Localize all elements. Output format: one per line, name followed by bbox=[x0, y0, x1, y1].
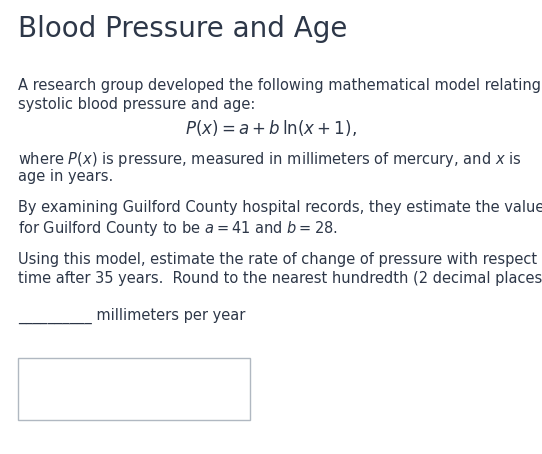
Text: By examining Guilford County hospital records, they estimate the values: By examining Guilford County hospital re… bbox=[18, 200, 542, 215]
Text: Using this model, estimate the rate of change of pressure with respect to: Using this model, estimate the rate of c… bbox=[18, 252, 542, 267]
Text: systolic blood pressure and age:: systolic blood pressure and age: bbox=[18, 97, 255, 112]
FancyBboxPatch shape bbox=[18, 358, 250, 420]
Text: for Guilford County to be $a = 41$ and $b = 28$.: for Guilford County to be $a = 41$ and $… bbox=[18, 219, 338, 238]
Text: __________ millimeters per year: __________ millimeters per year bbox=[18, 308, 246, 324]
Text: age in years.: age in years. bbox=[18, 169, 113, 184]
Text: Blood Pressure and Age: Blood Pressure and Age bbox=[18, 15, 347, 43]
Text: time after 35 years.  Round to the nearest hundredth (2 decimal places).: time after 35 years. Round to the neares… bbox=[18, 271, 542, 286]
Text: A research group developed the following mathematical model relating: A research group developed the following… bbox=[18, 78, 541, 93]
Text: where $P(x)$ is pressure, measured in millimeters of mercury, and $x$ is: where $P(x)$ is pressure, measured in mi… bbox=[18, 150, 521, 169]
Text: $P(x) = a + b\,\ln(x + 1),$: $P(x) = a + b\,\ln(x + 1),$ bbox=[185, 118, 357, 138]
